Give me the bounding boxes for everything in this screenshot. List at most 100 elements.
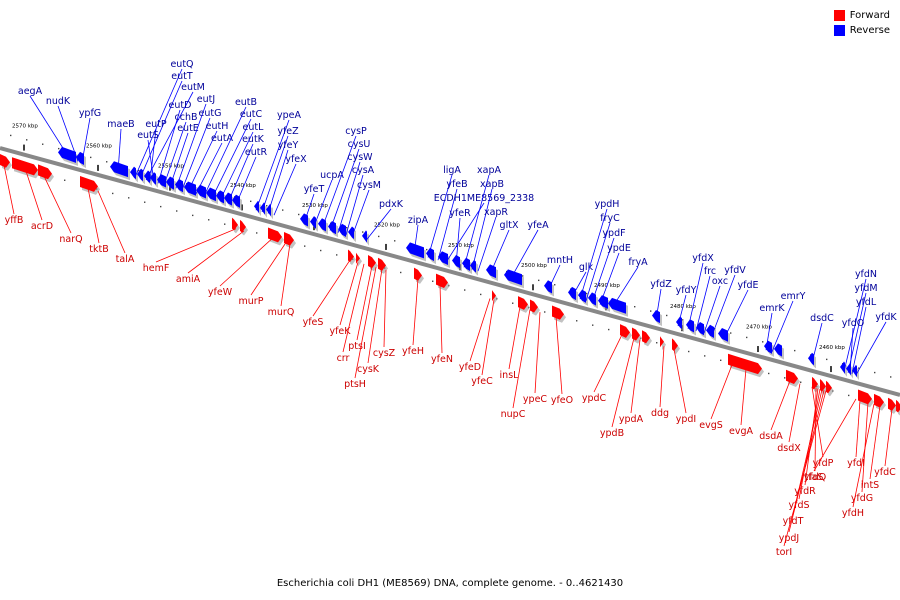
reverse-gene-label: eutA bbox=[211, 133, 234, 144]
forward-leader-line bbox=[788, 390, 825, 533]
tick-dot bbox=[400, 271, 402, 274]
forward-leader-line bbox=[25, 171, 43, 221]
reverse-leader-line bbox=[471, 188, 493, 270]
forward-leader-line bbox=[673, 348, 687, 414]
forward-gene-label: murQ bbox=[268, 307, 295, 318]
forward-feature bbox=[888, 397, 896, 411]
tick-dot bbox=[192, 214, 194, 217]
forward-feature bbox=[786, 369, 798, 385]
reverse-leader-line bbox=[599, 252, 620, 305]
forward-feature bbox=[896, 399, 900, 413]
tick-dot bbox=[106, 161, 108, 163]
forward-feature bbox=[232, 217, 238, 231]
reverse-leader-line bbox=[771, 300, 794, 353]
forward-gene-label: yfdR bbox=[794, 486, 816, 497]
reverse-leader-line bbox=[655, 288, 662, 321]
forward-leader-line bbox=[534, 312, 541, 394]
tick-dot bbox=[666, 314, 668, 317]
reverse-gene-label: eutL bbox=[243, 122, 265, 133]
reverse-feature bbox=[137, 168, 143, 182]
tick-dot bbox=[432, 280, 434, 282]
tick-dot bbox=[144, 201, 146, 203]
forward-leader-line bbox=[469, 298, 491, 362]
forward-gene-label: ypdJ bbox=[779, 533, 799, 544]
reverse-feature bbox=[216, 190, 224, 204]
reverse-gene-label: yfdZ bbox=[650, 279, 672, 290]
reverse-feature bbox=[774, 343, 782, 357]
tick-dot bbox=[464, 289, 466, 291]
forward-gene-label: yfdQ bbox=[804, 472, 826, 483]
reverse-gene-label: yfeA bbox=[527, 220, 549, 231]
reverse-leader-line bbox=[175, 103, 207, 189]
tick-dot bbox=[378, 235, 380, 238]
forward-gene-label: yffB bbox=[5, 215, 24, 226]
tick-dot bbox=[362, 231, 364, 233]
forward-gene-label: yfdP bbox=[813, 458, 834, 469]
reverse-leader-line bbox=[261, 135, 289, 213]
forward-gene-label: evgS bbox=[699, 420, 723, 431]
forward-leader-line bbox=[508, 306, 521, 370]
forward-feature bbox=[728, 353, 762, 375]
forward-gene-label: hemF bbox=[143, 263, 170, 274]
reverse-feature bbox=[696, 322, 704, 336]
forward-leader-line bbox=[97, 190, 126, 254]
reverse-gene-label: yfeZ bbox=[277, 126, 299, 137]
scale-label: 2470 kbp bbox=[746, 325, 772, 331]
reverse-leader-line bbox=[811, 322, 823, 363]
reverse-feature bbox=[175, 179, 183, 193]
reverse-feature bbox=[438, 251, 448, 265]
reverse-leader-line bbox=[147, 139, 155, 183]
reverse-gene-label: yfdV bbox=[724, 265, 746, 276]
reverse-feature bbox=[157, 174, 166, 188]
forward-gene-label: ypdB bbox=[600, 428, 624, 439]
reverse-gene-label: pdxK bbox=[379, 199, 404, 210]
forward-leader-line bbox=[412, 278, 419, 346]
forward-feature bbox=[436, 273, 448, 288]
reverse-gene-label: dsdC bbox=[810, 313, 834, 324]
forward-gene-label: dsdA bbox=[759, 431, 783, 442]
forward-gene-label: yfdI bbox=[847, 458, 865, 469]
forward-feature bbox=[620, 324, 630, 338]
forward-gene-label: ptsH bbox=[344, 379, 366, 390]
reverse-gene-label: ECDH1ME8569_2338 bbox=[434, 193, 534, 204]
tick-dot bbox=[26, 139, 28, 141]
reverse-leader-line bbox=[477, 216, 497, 272]
reverse-leader-line bbox=[695, 275, 711, 332]
tick-dot bbox=[42, 143, 44, 145]
forward-gene-label: yfeO bbox=[551, 395, 573, 406]
reverse-leader-line bbox=[117, 128, 122, 173]
forward-leader-line bbox=[383, 269, 387, 348]
forward-feature bbox=[672, 338, 678, 352]
reverse-gene-label: xapA bbox=[477, 165, 501, 176]
reverse-leader-line bbox=[849, 327, 854, 374]
reverse-gene-label: emrK bbox=[759, 303, 785, 314]
tick-dot bbox=[480, 293, 482, 296]
tick-dot bbox=[256, 232, 258, 234]
tick-dot bbox=[704, 355, 706, 357]
tick-dot bbox=[858, 367, 860, 369]
tick-dot bbox=[656, 342, 658, 344]
tick-dot bbox=[282, 209, 284, 211]
reverse-leader-line bbox=[711, 274, 736, 336]
reverse-leader-line bbox=[337, 161, 361, 233]
forward-gene-label: yfeD bbox=[459, 362, 481, 373]
forward-gene-label: amiA bbox=[176, 274, 201, 285]
reverse-leader-line bbox=[145, 91, 194, 181]
reverse-leader-line bbox=[181, 117, 211, 191]
forward-feature bbox=[492, 289, 496, 302]
reverse-feature bbox=[608, 297, 626, 314]
reverse-leader-line bbox=[489, 229, 510, 275]
forward-leader-line bbox=[439, 284, 443, 354]
forward-gene-label: yfdC bbox=[874, 467, 896, 478]
forward-gene-label: tfaS bbox=[805, 472, 824, 483]
reverse-gene-label: yfdY bbox=[676, 285, 697, 296]
reverse-leader-line bbox=[57, 105, 79, 162]
legend-label: Forward bbox=[849, 10, 890, 21]
reverse-leader-line bbox=[203, 106, 247, 197]
reverse-leader-line bbox=[267, 149, 289, 214]
forward-gene-label: yfeH bbox=[402, 346, 424, 357]
reverse-leader-line bbox=[687, 262, 704, 329]
forward-leader-line bbox=[884, 408, 893, 467]
forward-feature bbox=[38, 164, 52, 180]
forward-gene-label: yfdH bbox=[842, 508, 864, 519]
